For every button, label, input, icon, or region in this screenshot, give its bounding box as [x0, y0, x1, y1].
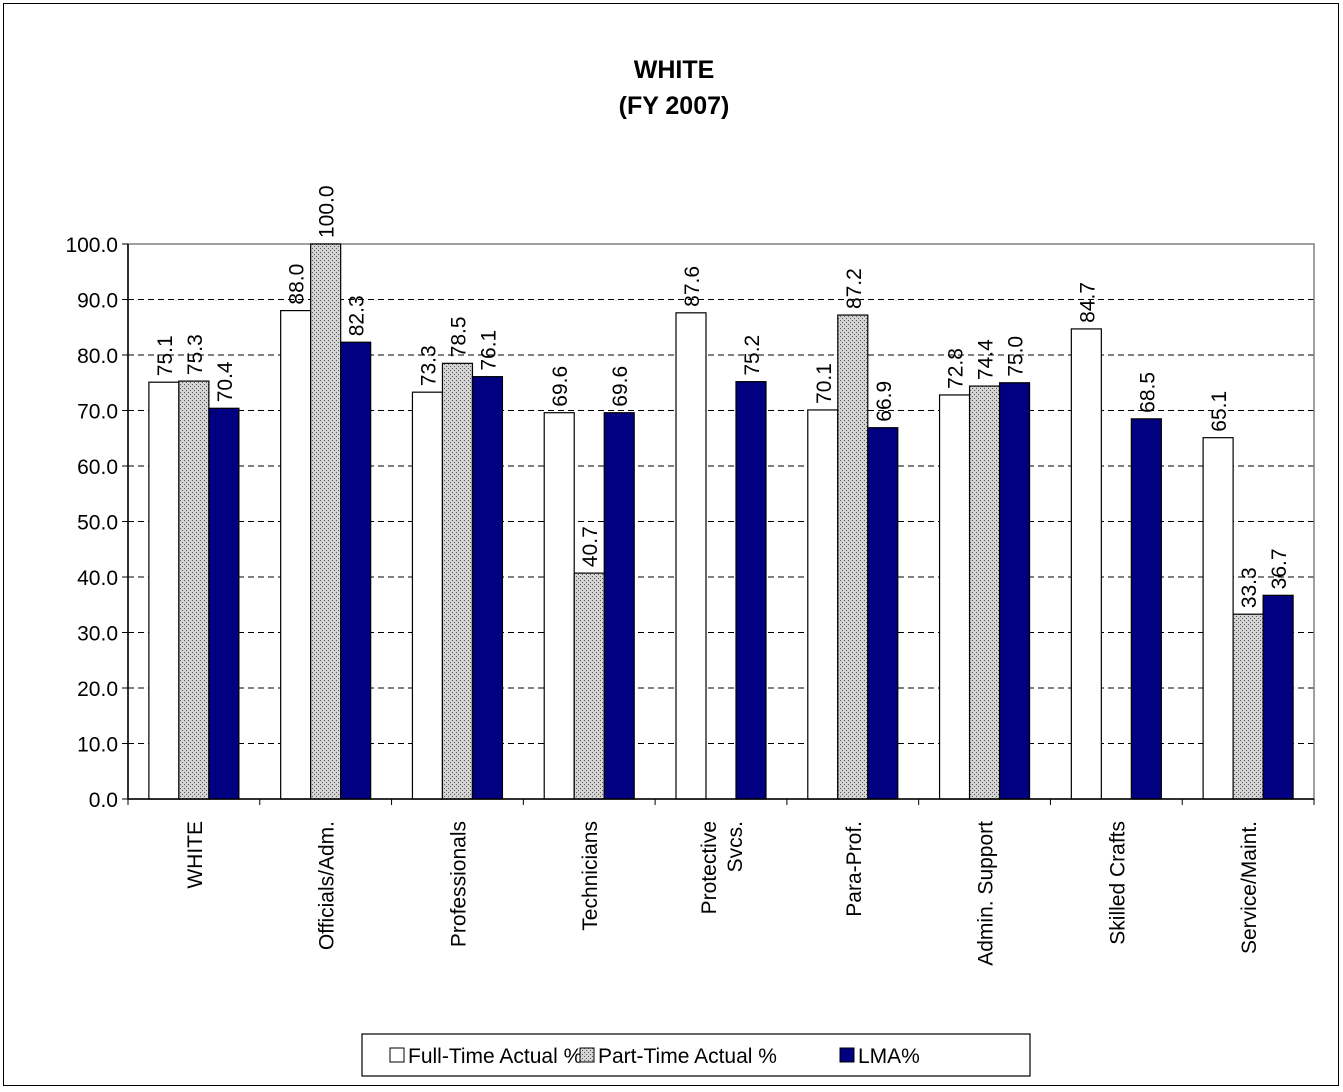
data-label: 66.9: [873, 381, 896, 422]
legend-label: Part-Time Actual %: [598, 1045, 777, 1068]
data-label: 70.4: [214, 361, 237, 402]
y-tick-label: 60.0: [77, 456, 118, 479]
x-category-label: Officials/Adm.: [316, 821, 339, 950]
x-tick-label: Admin. Support: [975, 821, 998, 966]
legend-label: Full-Time Actual %: [408, 1045, 582, 1068]
bar: [178, 380, 210, 800]
data-label: 65.1: [1208, 391, 1231, 432]
y-tick-label: 10.0: [77, 734, 118, 757]
bar: [148, 381, 180, 800]
y-tick-label: 20.0: [77, 678, 118, 701]
bar: [310, 243, 342, 800]
data-label: 74.4: [975, 339, 998, 380]
bar: [603, 412, 635, 800]
data-label: 82.3: [346, 295, 369, 336]
bar: [340, 341, 372, 800]
bar: [867, 427, 899, 800]
data-label: 69.6: [549, 366, 572, 407]
data-label: 72.8: [945, 348, 968, 389]
x-category-label: Skilled Crafts: [1106, 821, 1129, 945]
bar: [1070, 328, 1102, 800]
bar: [807, 409, 839, 800]
x-tick-label: Para-Prof.: [843, 821, 866, 917]
x-tick-label: Protective: [698, 821, 721, 914]
x-category-label: Service/Maint.: [1238, 821, 1261, 954]
x-tick-label: Svcs.: [724, 821, 747, 872]
y-tick-label: 90.0: [77, 290, 118, 313]
data-label: 75.0: [1005, 336, 1028, 377]
bar: [938, 394, 971, 800]
data-label: 88.0: [286, 264, 309, 305]
chart-subtitle: (FY 2007): [619, 92, 730, 120]
data-label: 75.3: [184, 334, 207, 375]
chart-title: WHITE: [634, 56, 715, 84]
data-label: 76.1: [477, 330, 500, 371]
legend-label: LMA%: [858, 1045, 920, 1068]
x-tick-label: Professionals: [447, 821, 470, 947]
data-label: 40.7: [579, 526, 602, 567]
legend-swatch: [389, 1047, 405, 1063]
bar: [573, 572, 605, 800]
bar: [1262, 594, 1294, 800]
bar: [998, 382, 1031, 800]
bar: [441, 362, 474, 800]
x-tick-label: Skilled Crafts: [1106, 821, 1129, 945]
bar: [280, 310, 312, 800]
x-category-label: Para-Prof.: [843, 821, 866, 917]
data-label: 87.6: [681, 266, 704, 307]
legend-swatch: [839, 1047, 855, 1063]
x-category-label: Professionals: [447, 821, 470, 947]
x-tick-label: Officials/Adm.: [316, 821, 339, 950]
data-label: 75.2: [741, 335, 764, 376]
x-tick-label: Technicians: [579, 821, 602, 931]
bar: [1232, 613, 1264, 800]
bar: [735, 381, 767, 800]
data-label: 70.1: [813, 363, 836, 404]
data-label: 36.7: [1268, 548, 1291, 589]
bar: [837, 314, 869, 800]
data-label: 69.6: [609, 366, 632, 407]
x-tick-label: WHITE: [184, 821, 207, 889]
data-label: 78.5: [447, 316, 470, 357]
bar: [968, 385, 1001, 800]
data-label: 100.0: [316, 185, 339, 238]
bar: [411, 391, 444, 800]
x-tick-label: Service/Maint.: [1238, 821, 1261, 954]
chart-frame: WHITE (FY 2007) 0.0 10.0 20.0 30.0 40.0 50.0 6…: [3, 3, 1339, 1086]
x-category-label: Protective Svcs.: [698, 821, 747, 914]
y-tick-label: 100.0: [65, 234, 118, 257]
x-category-label: Technicians: [579, 821, 602, 931]
y-tick-label: 30.0: [77, 623, 118, 646]
bar: [1130, 418, 1162, 800]
bar: [543, 412, 575, 800]
y-tick-label: 50.0: [77, 512, 118, 535]
bar: [471, 376, 504, 800]
data-label: 73.3: [417, 345, 440, 386]
data-label: 87.2: [843, 268, 866, 309]
data-label: 68.5: [1136, 372, 1159, 413]
y-tick-label: 80.0: [77, 345, 118, 368]
data-label: 75.1: [154, 335, 177, 376]
legend-box: [361, 1033, 1031, 1077]
bar: [1202, 437, 1234, 800]
x-category-label: Admin. Support: [975, 821, 998, 966]
bar: [675, 312, 707, 800]
data-label: 84.7: [1076, 282, 1099, 323]
legend-swatch: [579, 1047, 595, 1063]
x-category-label: WHITE: [184, 821, 207, 889]
data-label: 33.3: [1238, 567, 1261, 608]
bar-chart: WHITE (FY 2007) 0.0 10.0 20.0 30.0 40.0 50.0 6…: [65, 56, 1315, 1077]
bar: [208, 407, 240, 800]
y-tick-label: 70.0: [77, 401, 118, 424]
y-tick-label: 0.0: [89, 789, 118, 812]
y-tick-label: 40.0: [77, 567, 118, 590]
